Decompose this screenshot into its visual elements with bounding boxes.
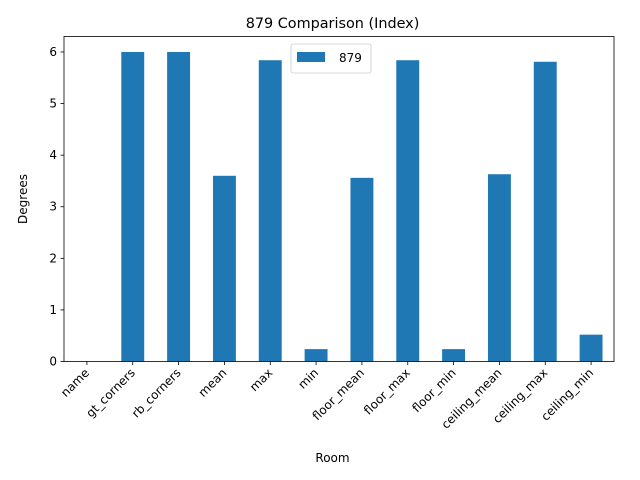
legend-label: 879 [339, 51, 362, 65]
bar-floor-min [442, 349, 466, 362]
bar-min [304, 349, 328, 362]
bar-ceiling-min [579, 334, 603, 362]
bars-group [121, 51, 603, 362]
bar-mean [212, 175, 236, 362]
y-tick-label: 0 [49, 355, 57, 369]
y-tick-label: 3 [49, 200, 57, 214]
x-axis-label: Room [315, 451, 349, 465]
plot-frame [63, 36, 615, 362]
bar-ceiling-mean [487, 174, 511, 362]
x-tick-label: name [58, 366, 92, 400]
bar-floor-max [396, 60, 420, 362]
x-tick-label: mean [196, 366, 230, 400]
bar-rb-corners [167, 51, 191, 362]
x-tick-label: min [295, 366, 321, 392]
bar-gt-corners [121, 51, 145, 362]
y-tick-label: 5 [49, 97, 57, 111]
legend: 879 [290, 43, 372, 74]
y-tick-label: 4 [49, 148, 57, 162]
y-tick-label: 2 [49, 251, 57, 265]
bar-ceiling-max [533, 61, 557, 362]
x-tick-label: max [247, 366, 275, 394]
chart-title: 879 Comparison (Index) [246, 16, 420, 32]
y-tick-label: 6 [49, 45, 57, 59]
y-axis-label: Degrees [16, 174, 30, 224]
x-tick-label: rb_corners [129, 366, 184, 421]
bar-floor-mean [350, 177, 374, 362]
bar-max [258, 60, 282, 362]
y-tick-label: 1 [49, 303, 57, 317]
legend-swatch [297, 52, 325, 62]
x-tick-label: floor_max [361, 366, 413, 418]
y-axis: 0 1 2 3 4 5 6 [49, 45, 64, 369]
legend-frame [290, 43, 372, 74]
